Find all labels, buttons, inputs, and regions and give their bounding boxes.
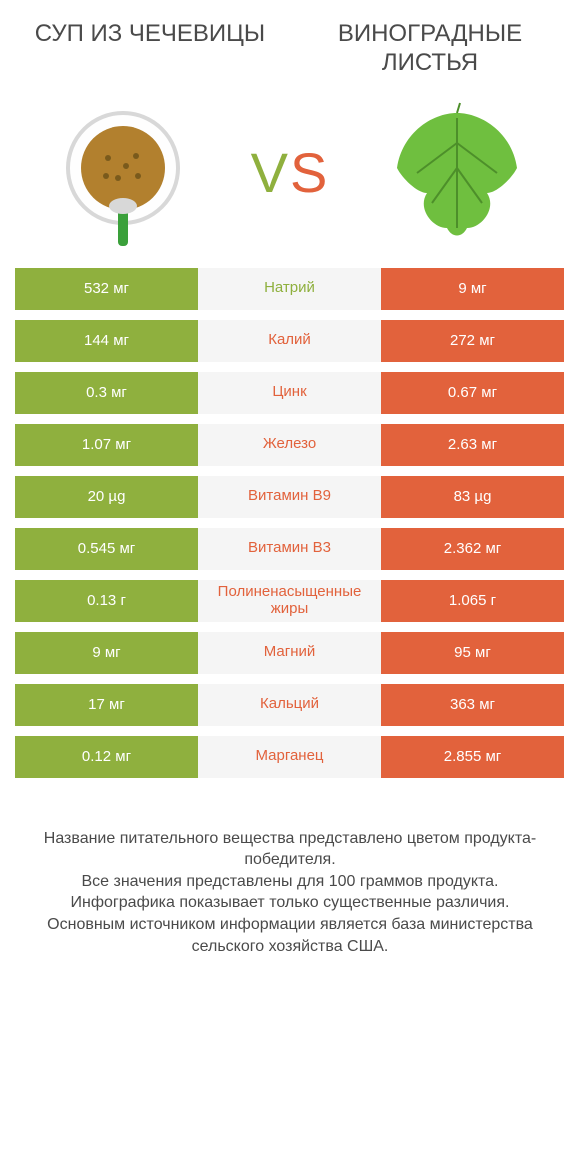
footer-line: Все значения представлены для 100 граммо… [25, 871, 555, 893]
footer-line: Инфографика показывает только существенн… [25, 892, 555, 914]
left-food-title: СУП ИЗ ЧЕЧЕВИЦЫ [30, 20, 270, 78]
right-value-cell: 83 µg [381, 476, 564, 518]
table-row: 17 мгКальций363 мг [15, 684, 565, 726]
nutrient-label-cell: Калий [198, 320, 381, 362]
nutrient-label-cell: Полиненасыщенные жиры [198, 580, 381, 622]
left-value-cell: 0.545 мг [15, 528, 198, 570]
left-value-cell: 0.13 г [15, 580, 198, 622]
header: СУП ИЗ ЧЕЧЕВИЦЫ ВИНОГРАДНЫЕ ЛИСТЬЯ [0, 0, 580, 88]
right-value-cell: 2.63 мг [381, 424, 564, 466]
nutrient-label-cell: Витамин B9 [198, 476, 381, 518]
right-food-title: ВИНОГРАДНЫЕ ЛИСТЬЯ [310, 20, 550, 78]
grape-leaf-icon [377, 93, 537, 253]
right-value-cell: 95 мг [381, 632, 564, 674]
vs-letter-v: V [251, 141, 290, 204]
table-row: 1.07 мгЖелезо2.63 мг [15, 424, 565, 466]
table-row: 20 µgВитамин B983 µg [15, 476, 565, 518]
table-row: 144 мгКалий272 мг [15, 320, 565, 362]
table-row: 532 мгНатрий9 мг [15, 268, 565, 310]
nutrient-label-cell: Магний [198, 632, 381, 674]
nutrient-label-cell: Кальций [198, 684, 381, 726]
vs-label: VS [230, 140, 350, 205]
table-row: 0.13 гПолиненасыщенные жиры1.065 г [15, 580, 565, 622]
left-value-cell: 20 µg [15, 476, 198, 518]
right-value-cell: 363 мг [381, 684, 564, 726]
table-row: 9 мгМагний95 мг [15, 632, 565, 674]
comparison-table: 532 мгНатрий9 мг144 мгКалий272 мг0.3 мгЦ… [0, 268, 580, 778]
footer-line: Название питательного вещества представл… [25, 828, 555, 871]
table-row: 0.3 мгЦинк0.67 мг [15, 372, 565, 414]
nutrient-label-cell: Цинк [198, 372, 381, 414]
right-value-cell: 2.362 мг [381, 528, 564, 570]
footer-notes: Название питательного вещества представл… [0, 788, 580, 958]
table-row: 0.12 мгМарганец2.855 мг [15, 736, 565, 778]
lentil-soup-icon [43, 93, 203, 253]
right-value-cell: 9 мг [381, 268, 564, 310]
right-value-cell: 0.67 мг [381, 372, 564, 414]
right-value-cell: 272 мг [381, 320, 564, 362]
images-row: VS [0, 88, 580, 268]
left-value-cell: 532 мг [15, 268, 198, 310]
nutrient-label-cell: Витамин B3 [198, 528, 381, 570]
nutrient-label-cell: Железо [198, 424, 381, 466]
table-row: 0.545 мгВитамин B32.362 мг [15, 528, 565, 570]
vs-letter-s: S [290, 141, 329, 204]
right-value-cell: 1.065 г [381, 580, 564, 622]
left-value-cell: 17 мг [15, 684, 198, 726]
left-value-cell: 1.07 мг [15, 424, 198, 466]
left-value-cell: 0.3 мг [15, 372, 198, 414]
left-value-cell: 9 мг [15, 632, 198, 674]
left-value-cell: 0.12 мг [15, 736, 198, 778]
right-value-cell: 2.855 мг [381, 736, 564, 778]
left-value-cell: 144 мг [15, 320, 198, 362]
nutrient-label-cell: Натрий [198, 268, 381, 310]
nutrient-label-cell: Марганец [198, 736, 381, 778]
footer-line: Основным источником информации является … [25, 914, 555, 957]
